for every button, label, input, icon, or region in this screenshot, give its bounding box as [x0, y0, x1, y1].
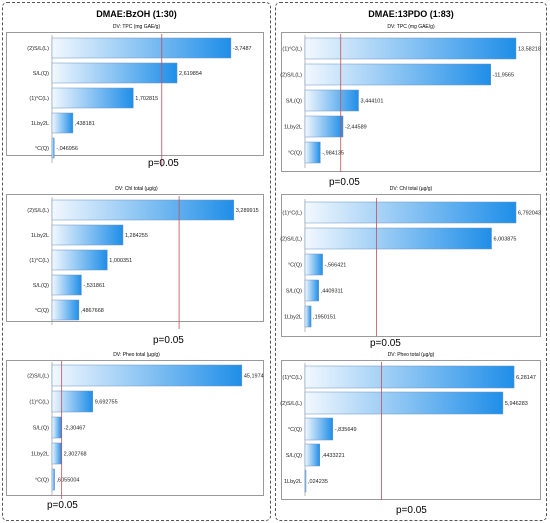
- chart-4-frame: [281, 194, 541, 337]
- chart-5-pvalue: p=0.05: [396, 505, 427, 516]
- right-column-title: DMAE:13PDO (1:83): [368, 9, 454, 19]
- chart-2-title: DV: Pheo total (µg/g): [113, 352, 160, 358]
- chart-5-frame: [281, 360, 541, 500]
- chart-4-pvalue: p=0.05: [370, 338, 401, 349]
- chart-3-frame: [281, 32, 541, 172]
- left-column-title: DMAE:BzOH (1:30): [96, 9, 177, 19]
- chart-0-title: DV: TPC (mg GAE/g): [112, 24, 161, 30]
- left-column-frame: [2, 2, 271, 521]
- chart-1-pvalue: p=0.05: [153, 335, 184, 346]
- chart-0-pvalue: p=0.05: [148, 158, 179, 169]
- chart-2-frame: [6, 360, 264, 496]
- right-column-frame: [275, 2, 547, 521]
- chart-3-pvalue: p=0.05: [329, 177, 360, 188]
- chart-1-title: DV: Chl total (µg/g): [115, 186, 158, 192]
- chart-4-title: DV: Chl total (µg/g): [389, 186, 433, 192]
- chart-1-frame: [6, 194, 264, 322]
- chart-2-pvalue: p=0.05: [47, 500, 78, 511]
- chart-3-title: DV: TPC (mg GAE/g): [387, 24, 435, 30]
- chart-0-frame: [6, 32, 264, 156]
- chart-5-title: DV: Pheo total (µg/g): [387, 352, 435, 358]
